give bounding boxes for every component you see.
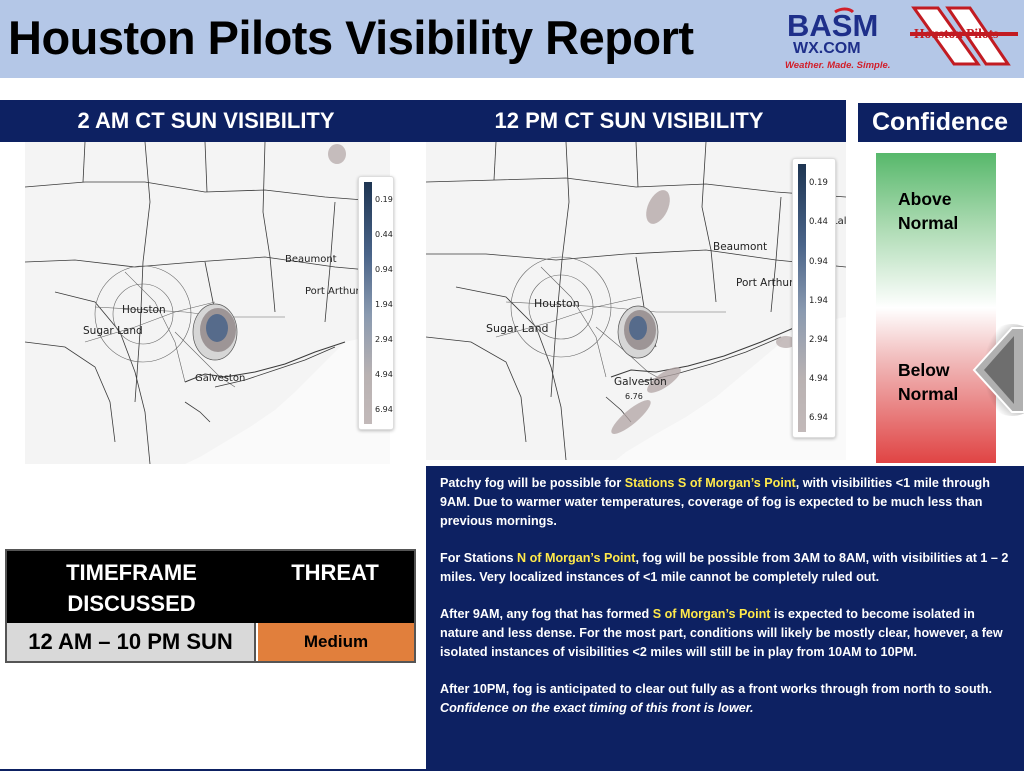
confidence-above-label: Above Normal (898, 187, 958, 235)
legend-tick: 0.44 (809, 217, 828, 227)
threat-table: TIMEFRAME DISCUSSED THREAT 12 AM – 10 PM… (5, 549, 416, 663)
discussion-text: is expected to become isolated in nature… (440, 607, 1003, 659)
discussion-paragraph-3: After 9AM, any fog that has formed S of … (440, 605, 1014, 662)
basm-tagline-text: Weather. Made. Simple. (785, 60, 890, 71)
threat-level-badge: Medium (258, 623, 414, 661)
discussion-italic-note: Confidence on the exact timing of this f… (440, 701, 754, 715)
discussion-text: Patchy fog will be possible for (440, 476, 625, 490)
basm-logo: BASM WX.COM Weather. Made. Simple. (783, 6, 905, 72)
discussion-paragraph-2: For Stations N of Morgan’s Point, fog wi… (440, 549, 1014, 587)
confidence-below-label: Below Normal (898, 358, 958, 406)
confidence-below-line2: Normal (898, 384, 959, 404)
confidence-indicator-arrow-icon (972, 324, 1024, 416)
legend-tick: 4.94 (809, 374, 828, 384)
legend-tick: 2.94 (375, 335, 393, 344)
discussion-text: After 10PM, fog is anticipated to clear … (440, 682, 993, 696)
discussion-text: After 9AM, any fog that has formed (440, 607, 653, 621)
discussion-text: , fog will be possible from 3AM to 8AM, … (440, 551, 1009, 584)
basm-domain-text: WX.COM (793, 40, 861, 57)
timeframe-value: 12 AM – 10 PM SUN (7, 623, 256, 661)
confidence-title: Confidence (858, 103, 1022, 142)
legend-tick: 4.94 (375, 370, 393, 379)
confidence-gradient (876, 153, 996, 463)
legend-tick: 1.94 (375, 300, 393, 309)
map-label-houston: Houston (122, 304, 166, 316)
page-title: Houston Pilots Visibility Report (8, 11, 694, 64)
map-label-sugar-land: Sugar Land (83, 325, 143, 337)
map-label-beaumont: Beaumont (285, 254, 337, 265)
threat-header: THREAT (291, 560, 379, 585)
confidence-above-line2: Normal (898, 213, 959, 233)
map-label-point-value: 6.76 (625, 392, 643, 401)
right-visibility-legend: 0.19 0.44 0.94 1.94 2.94 4.94 6.94 (792, 158, 836, 438)
houston-pilots-logo: Houston Pilots (910, 6, 1018, 66)
discussion-text: , with visibilities <1 mile through 9AM.… (440, 476, 990, 528)
map-label-houston: Houston (534, 297, 580, 310)
map-label-galveston: Galveston (195, 373, 245, 384)
map-label-sugar-land: Sugar Land (486, 322, 549, 335)
legend-tick: 1.94 (809, 296, 828, 306)
left-visibility-legend: 0.19 0.44 0.94 1.94 2.94 4.94 6.94 (358, 176, 394, 430)
legend-tick: 2.94 (809, 335, 828, 345)
basm-logo-text: BASM (787, 8, 878, 43)
map-label-galveston: Galveston (614, 376, 667, 388)
left-map-title: 2 AM CT SUN VISIBILITY (0, 100, 412, 142)
timeframe-header-line1: TIMEFRAME (66, 560, 197, 585)
confidence-below-line1: Below (898, 360, 950, 380)
footer-divider (0, 769, 426, 771)
threat-table-header: TIMEFRAME DISCUSSED THREAT (7, 551, 414, 623)
legend-color-ramp (364, 182, 372, 424)
legend-tick: 6.94 (809, 413, 828, 423)
discussion-paragraph-1: Patchy fog will be possible for Stations… (440, 474, 1014, 531)
houston-pilots-logo-text: Houston Pilots (914, 26, 998, 41)
right-visibility-map: Beaumont Port Arthur Houston Sugar Land … (426, 142, 846, 460)
discussion-paragraph-4: After 10PM, fog is anticipated to clear … (440, 680, 1014, 718)
confidence-above-line1: Above (898, 189, 952, 209)
map-label-port-arthur: Port Arthur (305, 286, 361, 297)
left-visibility-map: Beaumont Port Arthur Houston Sugar Land … (25, 142, 390, 464)
legend-tick: 0.19 (809, 178, 828, 188)
legend-tick: 0.94 (375, 265, 393, 274)
right-map-title: 12 PM CT SUN VISIBILITY (412, 100, 846, 142)
map-label-port-arthur: Port Arthur (736, 277, 794, 289)
map-label-lal: Lal (832, 216, 846, 227)
discussion-text: For Stations (440, 551, 517, 565)
legend-color-ramp (798, 164, 806, 432)
discussion-highlight: Stations S of Morgan’s Point (624, 476, 796, 490)
legend-tick: 0.19 (375, 195, 393, 204)
timeframe-header: TIMEFRAME DISCUSSED (7, 557, 256, 619)
legend-tick: 0.94 (809, 257, 828, 267)
forecast-discussion: Patchy fog will be possible for Stations… (426, 466, 1024, 771)
legend-tick: 0.44 (375, 230, 393, 239)
discussion-highlight: S of Morgan’s Point (652, 607, 771, 621)
map-label-beaumont: Beaumont (713, 241, 767, 253)
timeframe-header-line2: DISCUSSED (67, 591, 196, 616)
discussion-highlight: N of Morgan’s Point (516, 551, 636, 565)
legend-tick: 6.94 (375, 405, 393, 414)
